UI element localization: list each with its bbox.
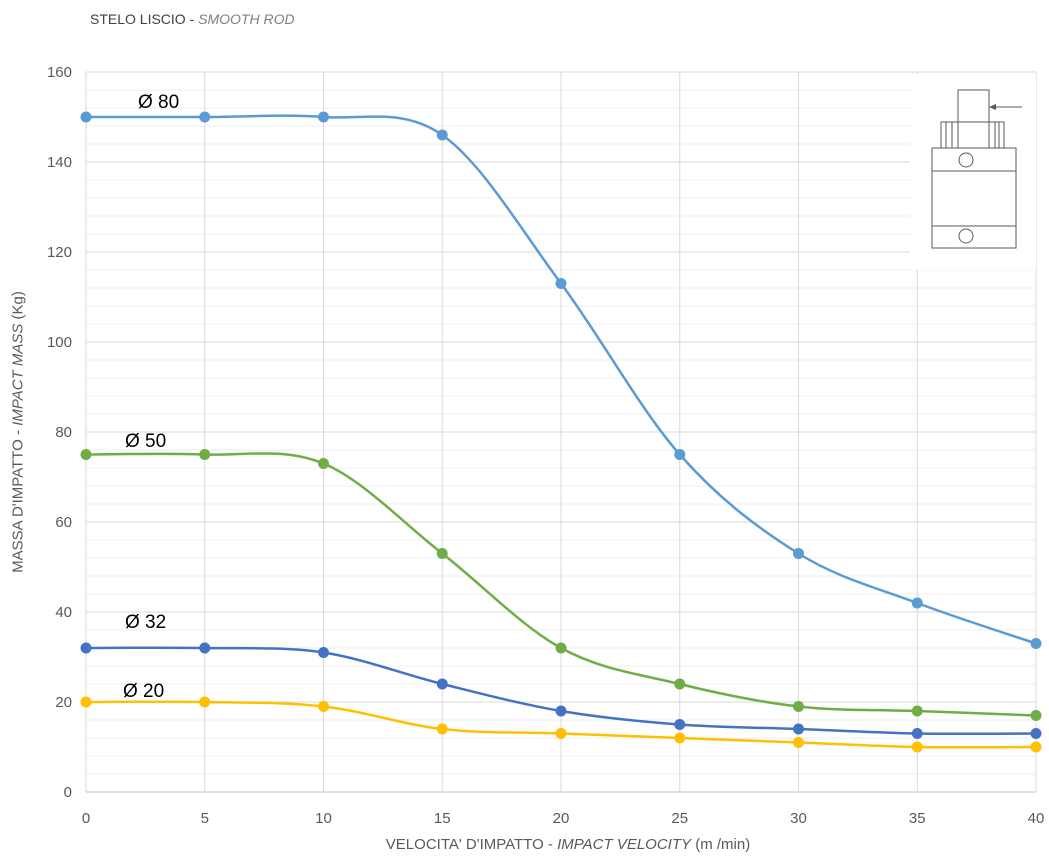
y-tick-label: 80 (55, 424, 72, 441)
x-tick-label: 25 (671, 810, 688, 827)
series-label-d50: Ø 50 (125, 431, 166, 452)
x-tick-label: 0 (82, 810, 90, 827)
y-tick-label: 120 (47, 244, 72, 261)
point-d20-x5 (199, 696, 211, 708)
x-tick-label: 35 (909, 810, 926, 827)
y-tick-label: 140 (47, 154, 72, 171)
x-tick-label: 5 (201, 810, 209, 827)
x-tick-label: 15 (434, 810, 451, 827)
series-line-d80 (86, 114, 1037, 645)
y-tick-label: 60 (55, 514, 72, 531)
point-d80-x10 (318, 111, 329, 123)
point-d32-x35 (911, 728, 923, 739)
y-tick-label: 40 (55, 604, 72, 621)
series-label-d20: Ø 20 (123, 681, 164, 702)
point-d32-x25 (674, 719, 686, 730)
point-d20-x15 (436, 723, 448, 735)
point-d50-x25 (674, 678, 686, 690)
point-d50-x20 (555, 642, 567, 654)
x-axis-label-unit: (m /min) (691, 836, 751, 853)
point-d20-x35 (911, 741, 923, 753)
x-tick-label: 20 (553, 810, 570, 827)
point-d32-x15 (436, 678, 448, 690)
cylinder-smooth-rod-icon (910, 74, 1036, 270)
point-d20-x30 (793, 737, 804, 748)
y-axis-label-italic: IMPACT MASS (9, 323, 27, 426)
y-tick-label: 0 (64, 784, 72, 801)
point-d32-x10 (318, 647, 329, 658)
point-d20-x10 (318, 701, 329, 712)
y-axis-label-unit: (Kg) (9, 291, 27, 324)
x-axis-label: VELOCITA' D'IMPATTO - IMPACT VELOCITY (m… (386, 836, 750, 853)
point-d50-x30 (793, 701, 804, 712)
point-d80-x5 (199, 111, 211, 123)
y-axis-label: MASSA D'IMPATTO - IMPACT MASS (Kg) (10, 291, 27, 573)
point-d32-x5 (199, 642, 211, 654)
chart-title-italic: SMOOTH ROD (198, 11, 295, 27)
point-d80-x25 (674, 449, 686, 460)
point-d80-x40 (1030, 638, 1042, 649)
point-d50-x40 (1030, 710, 1042, 721)
point-d32-x30 (793, 723, 804, 735)
point-d80-x35 (911, 597, 923, 609)
x-tick-label: 30 (790, 810, 807, 827)
point-d20-x25 (674, 732, 686, 744)
point-d80-x15 (436, 129, 448, 141)
y-axis-label-text: MASSA D'IMPATTO - (9, 425, 27, 573)
point-d32-x40 (1030, 728, 1042, 739)
chart-title-text: STELO LISCIO - (90, 11, 199, 27)
point-d50-x5 (199, 449, 211, 460)
series-group (80, 111, 1042, 753)
point-d50-x0 (80, 449, 92, 460)
tick-labels: 0 20 40 60 80 100 120 140 160 0 5 10 15 20 25 30 35 40 (47, 64, 1044, 827)
point-d20-x20 (555, 728, 567, 739)
point-d32-x0 (80, 642, 92, 654)
x-tick-label: 40 (1028, 810, 1045, 827)
x-axis-label-italic: IMPACT VELOCITY (557, 836, 692, 853)
chart-title: STELO LISCIO - SMOOTH ROD (90, 11, 295, 27)
y-tick-label: 20 (55, 694, 72, 711)
point-d80-x0 (80, 111, 92, 123)
x-tick-label: 10 (315, 810, 332, 827)
point-d80-x20 (555, 278, 567, 289)
point-d32-x20 (555, 705, 567, 717)
point-d80-x30 (793, 548, 804, 559)
point-d50-x10 (318, 458, 329, 469)
y-tick-label: 100 (47, 334, 72, 351)
point-d20-x40 (1030, 741, 1042, 753)
point-d50-x15 (436, 548, 448, 559)
gridlines (85, 71, 1037, 793)
point-d50-x35 (911, 705, 923, 717)
series-label-d32: Ø 32 (125, 612, 166, 633)
x-axis-label-text: VELOCITA' D'IMPATTO - (385, 836, 558, 853)
point-d20-x0 (80, 696, 92, 708)
y-tick-label: 160 (47, 64, 72, 81)
series-label-d80: Ø 80 (138, 92, 179, 113)
